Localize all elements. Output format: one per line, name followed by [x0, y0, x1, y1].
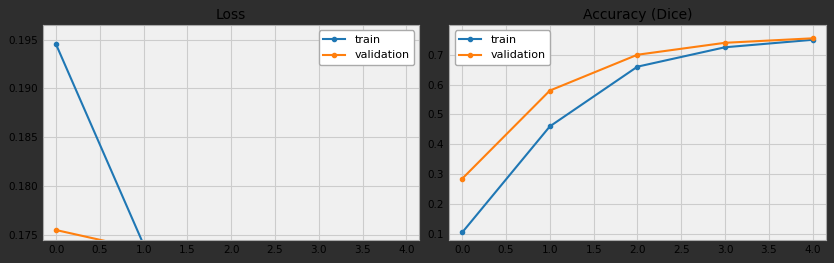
Legend: train, validation: train, validation [319, 31, 414, 65]
validation [632, 53, 642, 56]
train [51, 43, 61, 46]
train [401, 260, 411, 263]
Line: train: train [460, 38, 815, 234]
validation [807, 37, 817, 40]
Title: Loss: Loss [216, 8, 246, 22]
validation [457, 177, 467, 180]
train [720, 46, 730, 49]
validation [720, 41, 730, 44]
Line: train: train [54, 42, 409, 263]
Line: validation: validation [54, 228, 409, 263]
train [545, 125, 555, 128]
validation [51, 229, 61, 232]
train [807, 38, 817, 41]
validation [545, 89, 555, 92]
train [457, 231, 467, 234]
validation [314, 261, 324, 263]
train [314, 258, 324, 261]
Title: Accuracy (Dice): Accuracy (Dice) [583, 8, 692, 22]
validation [401, 261, 411, 263]
train [632, 65, 642, 68]
Legend: train, validation: train, validation [455, 31, 550, 65]
validation [226, 258, 236, 261]
Line: validation: validation [460, 36, 815, 181]
train [226, 253, 236, 256]
validation [138, 248, 148, 251]
train [138, 243, 148, 246]
